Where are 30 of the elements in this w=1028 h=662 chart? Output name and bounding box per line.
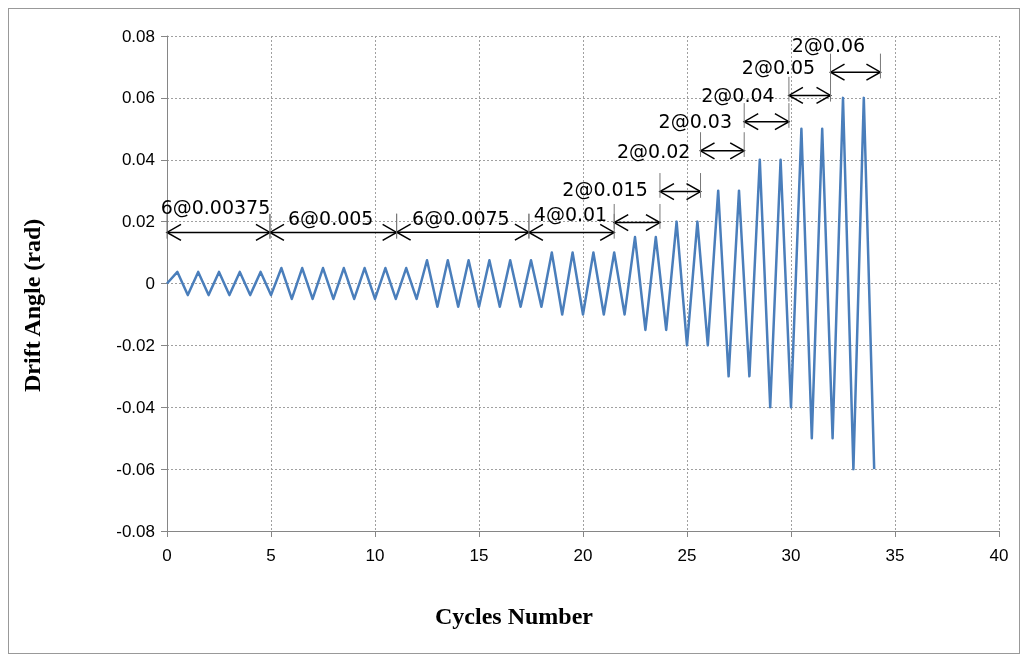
x-axis-title: Cycles Number <box>435 603 594 629</box>
y-tick-label: 0 <box>145 274 155 293</box>
x-tick-label: 30 <box>781 546 801 565</box>
x-tick-label: 10 <box>365 546 385 565</box>
y-tick-label: 0.04 <box>121 150 155 170</box>
y-tick-label: -0.04 <box>116 397 155 417</box>
x-tick-label: 5 <box>266 546 276 565</box>
annotation: 6@0.005 <box>287 206 374 229</box>
y-tick-label: 0.06 <box>121 88 155 108</box>
x-tick-label: 15 <box>469 546 489 565</box>
annotation: 4@0.01 <box>533 203 608 226</box>
y-tick-label: 0.08 <box>121 26 155 46</box>
y-tick-label: 0.02 <box>121 212 155 232</box>
x-tick-label: 0 <box>162 546 172 565</box>
x-tick-label: 35 <box>885 546 905 565</box>
y-tick-label: -0.02 <box>116 335 155 355</box>
annotation: 6@0.0075 <box>412 206 510 229</box>
annotation: 2@0.03 <box>658 109 733 132</box>
y-tick-label: -0.06 <box>116 459 155 479</box>
y-tick-label: -0.08 <box>116 521 155 541</box>
annotation: 2@0.015 <box>562 178 648 201</box>
y-axis-title: Drift Angle (rad) <box>19 218 45 392</box>
x-tick-label: 20 <box>573 546 593 565</box>
annotation: 2@0.04 <box>701 84 775 107</box>
annotation: 2@0.05 <box>741 56 816 79</box>
x-tick-label: 40 <box>989 546 1009 565</box>
annotation: 2@0.02 <box>617 139 691 162</box>
annotation: 6@0.00375 <box>160 196 271 219</box>
x-tick-label: 25 <box>677 546 697 565</box>
annotation: 2@0.06 <box>791 34 866 57</box>
